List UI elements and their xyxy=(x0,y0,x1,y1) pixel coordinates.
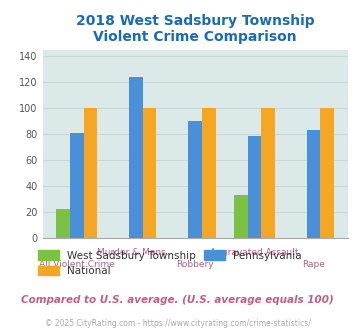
Bar xyxy=(248,136,261,238)
Bar xyxy=(307,130,321,238)
Text: Compared to U.S. average. (U.S. average equals 100): Compared to U.S. average. (U.S. average … xyxy=(21,295,334,305)
Text: Aggravated Assault: Aggravated Assault xyxy=(210,248,299,257)
Bar xyxy=(70,133,84,238)
Bar xyxy=(129,77,143,238)
Text: Murder & Mans...: Murder & Mans... xyxy=(97,248,175,257)
Bar xyxy=(234,195,248,238)
Text: All Violent Crime: All Violent Crime xyxy=(39,260,115,269)
Bar xyxy=(189,121,202,238)
Bar xyxy=(143,108,157,238)
Bar xyxy=(321,108,334,238)
Legend: West Sadsbury Township, National, Pennsylvania: West Sadsbury Township, National, Pennsy… xyxy=(34,246,306,280)
Bar xyxy=(261,108,275,238)
Text: © 2025 CityRating.com - https://www.cityrating.com/crime-statistics/: © 2025 CityRating.com - https://www.city… xyxy=(45,319,310,328)
Bar xyxy=(202,108,216,238)
Bar xyxy=(56,209,70,238)
Text: Rape: Rape xyxy=(302,260,325,269)
Bar xyxy=(84,108,97,238)
Title: 2018 West Sadsbury Township
Violent Crime Comparison: 2018 West Sadsbury Township Violent Crim… xyxy=(76,14,315,44)
Text: Robbery: Robbery xyxy=(176,260,214,269)
